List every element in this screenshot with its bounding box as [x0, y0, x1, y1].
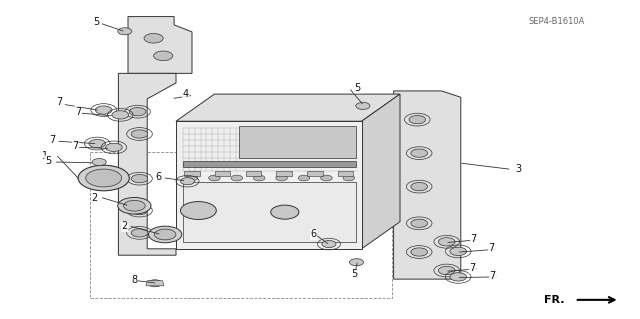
Circle shape — [411, 248, 428, 256]
Text: 7: 7 — [488, 243, 495, 253]
Text: 7: 7 — [49, 135, 56, 145]
Circle shape — [343, 175, 355, 181]
Circle shape — [450, 273, 467, 281]
Circle shape — [95, 106, 112, 114]
Circle shape — [438, 266, 455, 275]
Polygon shape — [146, 281, 164, 286]
Circle shape — [180, 178, 195, 185]
Polygon shape — [183, 161, 356, 167]
Text: 7: 7 — [75, 107, 81, 117]
Text: 2: 2 — [92, 193, 98, 203]
Polygon shape — [276, 171, 292, 176]
Circle shape — [154, 51, 173, 61]
Text: 6: 6 — [156, 172, 162, 182]
Circle shape — [186, 175, 198, 181]
Text: 5: 5 — [45, 156, 51, 166]
Polygon shape — [362, 94, 400, 249]
Text: FR.: FR. — [544, 295, 564, 305]
Circle shape — [154, 229, 176, 240]
Circle shape — [209, 175, 220, 181]
Text: 2: 2 — [122, 221, 128, 232]
Circle shape — [411, 219, 428, 227]
Circle shape — [321, 175, 332, 181]
Text: SEP4-B1610A: SEP4-B1610A — [529, 17, 585, 26]
Text: 7: 7 — [56, 97, 62, 107]
Circle shape — [148, 226, 182, 243]
Text: 8: 8 — [131, 275, 138, 285]
Polygon shape — [307, 171, 323, 176]
Circle shape — [129, 108, 146, 116]
Circle shape — [124, 200, 145, 211]
Circle shape — [118, 28, 132, 35]
Circle shape — [131, 229, 148, 237]
Circle shape — [411, 182, 428, 191]
Text: 5: 5 — [93, 17, 99, 27]
Circle shape — [276, 175, 287, 181]
Circle shape — [409, 115, 426, 124]
Circle shape — [180, 202, 216, 219]
Text: 5: 5 — [351, 269, 357, 279]
Polygon shape — [215, 171, 230, 176]
Circle shape — [131, 174, 148, 183]
Circle shape — [106, 143, 122, 152]
Circle shape — [78, 165, 129, 191]
Circle shape — [131, 206, 148, 215]
Circle shape — [298, 175, 310, 181]
Circle shape — [411, 149, 428, 157]
Circle shape — [86, 169, 122, 187]
Circle shape — [118, 197, 151, 214]
Circle shape — [271, 205, 299, 219]
Circle shape — [144, 33, 163, 43]
Text: 7: 7 — [470, 234, 477, 244]
Polygon shape — [176, 94, 400, 121]
Text: 3: 3 — [515, 164, 522, 174]
Circle shape — [322, 241, 336, 248]
Circle shape — [349, 259, 364, 266]
Text: 4: 4 — [182, 89, 189, 99]
Circle shape — [253, 175, 265, 181]
Polygon shape — [176, 121, 362, 249]
Polygon shape — [118, 73, 176, 255]
Polygon shape — [338, 171, 353, 176]
Circle shape — [112, 111, 129, 119]
Polygon shape — [183, 182, 356, 242]
Circle shape — [148, 280, 162, 287]
Circle shape — [231, 175, 243, 181]
Polygon shape — [184, 171, 200, 176]
Polygon shape — [128, 17, 192, 73]
Text: 7: 7 — [469, 263, 476, 273]
Circle shape — [131, 130, 148, 138]
Text: 5: 5 — [354, 83, 360, 93]
Circle shape — [92, 159, 106, 166]
Text: 7: 7 — [72, 141, 79, 151]
Polygon shape — [246, 171, 261, 176]
Circle shape — [438, 238, 455, 246]
Text: 1: 1 — [42, 151, 48, 161]
Text: 6: 6 — [310, 229, 317, 240]
Circle shape — [89, 139, 106, 148]
Circle shape — [356, 102, 370, 109]
Circle shape — [450, 247, 467, 256]
Polygon shape — [394, 91, 461, 279]
Text: 7: 7 — [490, 271, 496, 281]
Polygon shape — [239, 126, 356, 158]
